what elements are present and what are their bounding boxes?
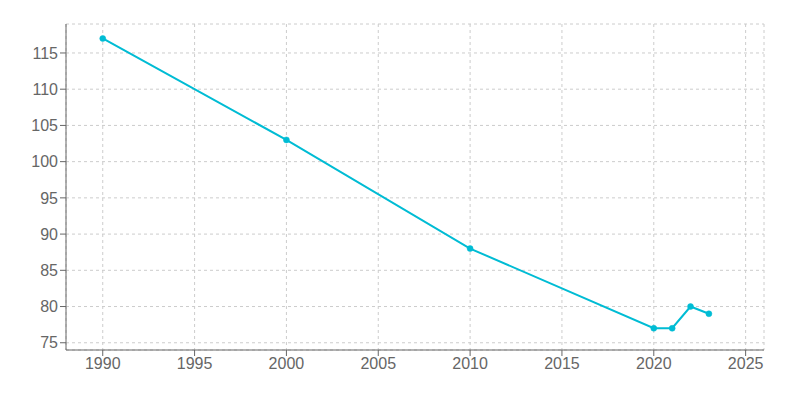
svg-text:2015: 2015 xyxy=(544,355,580,372)
svg-text:75: 75 xyxy=(40,334,58,351)
svg-text:90: 90 xyxy=(40,226,58,243)
svg-text:2020: 2020 xyxy=(636,355,672,372)
svg-text:100: 100 xyxy=(31,153,58,170)
svg-text:1990: 1990 xyxy=(85,355,121,372)
svg-text:80: 80 xyxy=(40,298,58,315)
svg-text:2000: 2000 xyxy=(269,355,305,372)
svg-text:95: 95 xyxy=(40,190,58,207)
svg-text:85: 85 xyxy=(40,262,58,279)
svg-text:1995: 1995 xyxy=(177,355,213,372)
svg-text:2025: 2025 xyxy=(728,355,764,372)
svg-text:115: 115 xyxy=(32,45,58,62)
svg-text:2010: 2010 xyxy=(452,355,488,372)
svg-text:2005: 2005 xyxy=(360,355,396,372)
svg-text:110: 110 xyxy=(32,81,58,98)
svg-text:105: 105 xyxy=(31,117,58,134)
